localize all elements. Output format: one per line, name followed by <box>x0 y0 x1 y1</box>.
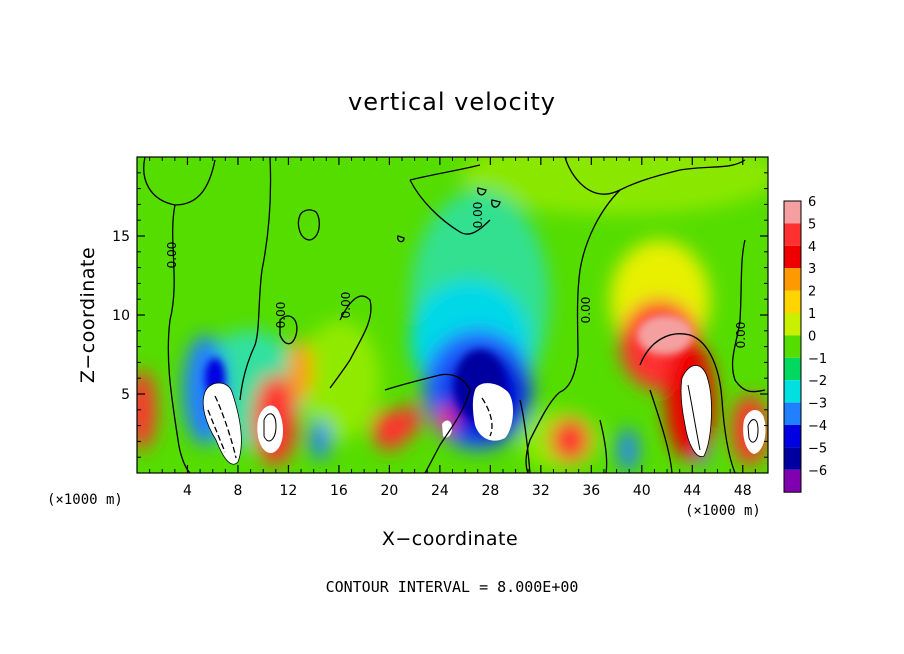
x-tick-label: 24 <box>431 483 449 499</box>
colorbar-label: 2 <box>808 285 816 300</box>
x-tick-label: 28 <box>481 483 499 499</box>
x-tick-label: 20 <box>380 483 398 499</box>
contour-value-label: 0.00 <box>339 292 353 319</box>
y-tick-label: 5 <box>121 387 130 403</box>
y-unit-label: (×1000 m) <box>47 492 123 508</box>
colorbar-label: −3 <box>808 397 827 412</box>
x-axis-label: X−coordinate <box>381 528 519 550</box>
y-tick-label: 15 <box>112 229 130 245</box>
colorbar-label: 5 <box>808 217 816 232</box>
colorbar-swatch <box>784 313 801 336</box>
colorbar-swatch <box>784 290 801 313</box>
colorbar-label: −1 <box>808 352 827 367</box>
x-tick-label: 44 <box>683 483 701 499</box>
x-unit-label: (×1000 m) <box>685 503 761 519</box>
x-tick-label: 16 <box>330 483 348 499</box>
contour-lines <box>143 157 766 473</box>
contour-value-label: 0.00 <box>579 297 593 324</box>
x-tick-label: 40 <box>633 483 651 499</box>
colorbar-label: 4 <box>808 240 816 255</box>
colorbar-swatch <box>784 447 801 470</box>
colorbar-swatch <box>784 268 801 291</box>
colorbar-label: −2 <box>808 374 827 389</box>
contour-value-label: 0.00 <box>471 202 485 229</box>
x-tick-label: 32 <box>532 483 550 499</box>
contour-value-label: 0.00 <box>734 322 748 349</box>
colorbar-swatch <box>784 380 801 403</box>
contour-value-label: 0.00 <box>274 302 288 329</box>
colorbar-swatch <box>784 335 801 358</box>
colorbar-swatch <box>784 201 801 224</box>
colorbar-label: −4 <box>808 419 827 434</box>
x-tick-label: 12 <box>280 483 298 499</box>
contour-value-label: 0.00 <box>165 242 179 269</box>
colorbar-label: −5 <box>808 441 827 456</box>
x-tick-label: 8 <box>233 483 242 499</box>
colorbar-swatch <box>784 357 801 381</box>
chart-title: vertical velocity <box>348 88 556 116</box>
colorbar-label: 6 <box>808 195 816 210</box>
colorbar-label: 3 <box>808 262 816 277</box>
colorbar-label: 1 <box>808 307 816 322</box>
colorbar-swatch <box>784 402 801 425</box>
colorbar-swatch <box>784 223 801 246</box>
colorbar-swatch <box>784 245 801 269</box>
x-tick-label: 36 <box>582 483 600 499</box>
colorbar-swatch <box>784 425 801 448</box>
colorbar-label: −6 <box>808 464 827 479</box>
colorbar-swatch <box>784 469 801 493</box>
contour-interval-note: CONTOUR INTERVAL = 8.000E+00 <box>325 578 579 596</box>
colorbar-frame <box>783 200 802 493</box>
colorbar-label: 0 <box>808 329 816 344</box>
x-tick-label: 4 <box>183 483 192 499</box>
x-tick-label: 48 <box>734 483 752 499</box>
y-tick-label: 10 <box>112 308 130 324</box>
